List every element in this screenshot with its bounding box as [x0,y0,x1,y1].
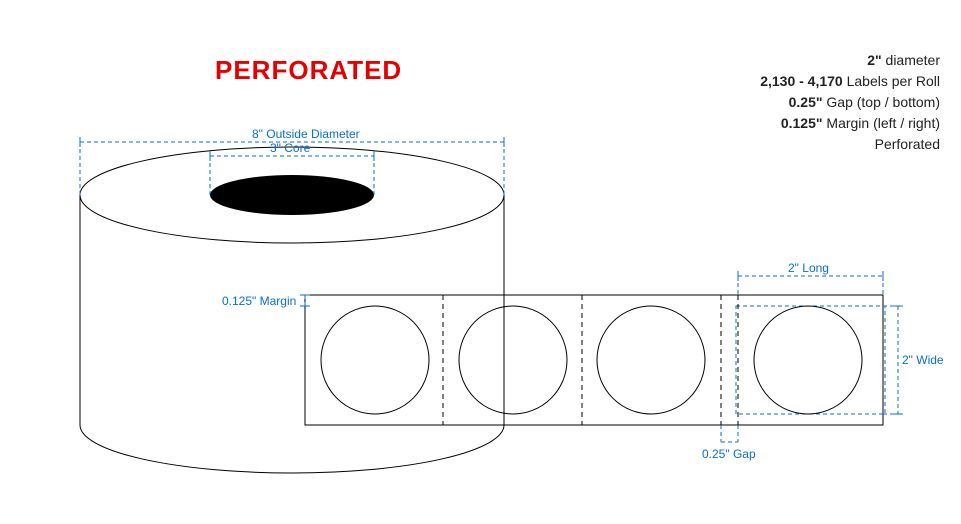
svg-text:0.25" Gap: 0.25" Gap [702,447,756,461]
svg-text:0.125" Margin: 0.125" Margin [222,294,296,308]
svg-text:8" Outside Diameter: 8" Outside Diameter [252,127,360,141]
svg-text:2" Wide: 2" Wide [902,353,944,367]
label-roll-diagram: 8" Outside Diameter3" Core 2" Long 2" Wide… [0,0,961,524]
svg-text:3" Core: 3" Core [270,141,311,155]
svg-text:2" Long: 2" Long [788,261,829,275]
